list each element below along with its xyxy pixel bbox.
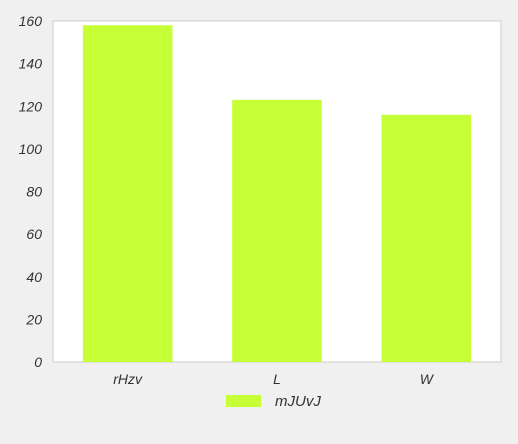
y-tick-label: 160 (19, 13, 43, 29)
y-tick-label: 0 (34, 354, 42, 370)
y-tick-label: 40 (26, 269, 42, 285)
x-axis: rHzv L W (113, 371, 434, 387)
y-tick-label: 140 (19, 56, 43, 72)
y-tick-label: 80 (26, 184, 42, 200)
bar-series (82, 25, 472, 363)
y-tick-label: 20 (25, 311, 42, 327)
bar (381, 114, 472, 363)
legend-swatch (226, 395, 261, 407)
y-tick-label: 120 (19, 98, 43, 114)
legend-label: mJUvJ (275, 393, 321, 410)
bar (232, 99, 322, 362)
legend: mJUvJ (226, 393, 321, 410)
x-tick-label: L (273, 371, 281, 387)
x-tick-label: W (420, 371, 435, 387)
x-tick-label: rHzv (113, 371, 143, 387)
y-axis: 0 20 40 60 80 100 120 140 160 (19, 13, 43, 370)
bar (82, 25, 173, 362)
y-tick-label: 100 (19, 141, 43, 157)
y-tick-label: 60 (26, 226, 42, 242)
